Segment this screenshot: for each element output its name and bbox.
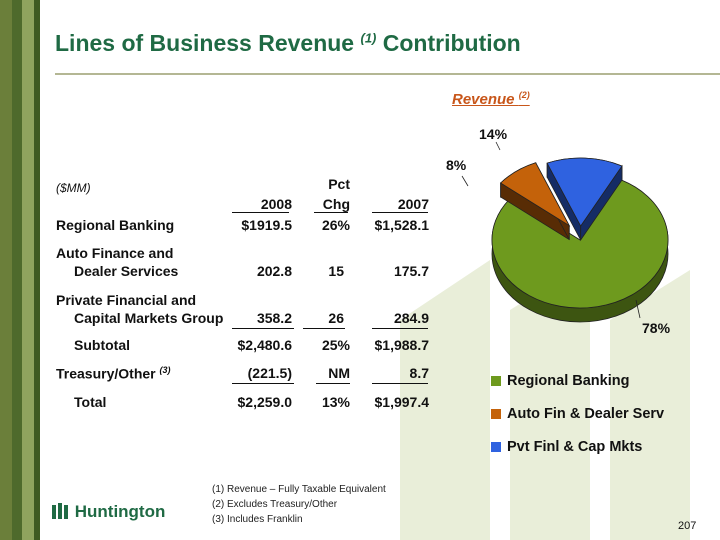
col-header-2008: 2008: [260, 196, 292, 212]
page-number: 207: [678, 520, 697, 532]
company-logo: Huntington: [52, 502, 165, 522]
pie-leader-line: [461, 175, 469, 187]
col-header-chg: Chg: [322, 196, 350, 212]
pie-label-auto: 8%: [446, 157, 467, 173]
decorative-stripe: [12, 0, 22, 540]
chart-heading: Revenue (2): [452, 90, 530, 108]
total-rule: [372, 383, 428, 384]
row-label: Auto Finance and: [56, 245, 174, 261]
pie-slice: [491, 179, 669, 309]
row-label: Treasury/Other (3): [56, 365, 171, 382]
cell-2008: $1919.5: [241, 217, 292, 233]
row-label: Total: [74, 394, 107, 410]
cell-chg: 25%: [321, 337, 350, 353]
cell-2007: 284.9: [393, 310, 429, 326]
pie-leader-line: [635, 299, 641, 319]
pie-leader-line: [495, 141, 501, 151]
pie-slice: [546, 157, 623, 227]
decorative-stripe: [22, 0, 34, 540]
row-label: Private Financial and: [56, 292, 197, 308]
cell-chg: 13%: [321, 394, 350, 410]
watermark-logo: [400, 260, 690, 540]
cell-2007: $1,988.7: [374, 337, 430, 353]
subtotal-rule: [303, 328, 345, 329]
decorative-stripe: [34, 0, 40, 540]
units-label: ($MM): [56, 181, 91, 195]
subtotal-rule: [232, 328, 294, 329]
total-rule: [232, 383, 294, 384]
row-label-line2: Capital Markets Group: [74, 310, 224, 326]
title-divider: [55, 73, 720, 75]
cell-chg: 26%: [321, 217, 350, 233]
page-title: Lines of Business Revenue (1) Contributi…: [55, 30, 521, 56]
pie-label-regional: 78%: [642, 320, 671, 336]
total-rule: [316, 383, 350, 384]
col-header-2007: 2007: [397, 196, 429, 212]
cell-2008: (221.5): [247, 365, 292, 381]
cell-chg: 26: [328, 310, 344, 326]
pie-slice: [499, 162, 571, 227]
cell-2007: $1,528.1: [374, 217, 430, 233]
cell-2008: 358.2: [256, 310, 292, 326]
footnote: (1) Revenue – Fully Taxable Equivalent: [212, 484, 386, 495]
legend-swatch: [491, 442, 501, 453]
legend-item-pvt: Pvt Finl & Cap Mkts: [491, 439, 642, 455]
row-label-line2: Dealer Services: [74, 263, 179, 279]
legend-swatch: [491, 376, 501, 387]
header-underline: [232, 212, 289, 213]
pct-header: Pct: [328, 176, 350, 192]
decorative-stripe: [0, 0, 12, 540]
logo-mark-icon: [52, 503, 68, 519]
cell-chg: 15: [328, 263, 344, 279]
footnote: (3) Includes Franklin: [212, 514, 303, 525]
cell-2007: 175.7: [393, 263, 429, 279]
cell-2008: $2,259.0: [237, 394, 293, 410]
cell-2008: $2,480.6: [237, 337, 293, 353]
cell-2007: $1,997.4: [374, 394, 430, 410]
legend-item-auto: Auto Fin & Dealer Serv: [491, 406, 664, 422]
legend-swatch: [491, 409, 501, 420]
header-underline: [372, 212, 428, 213]
cell-2008: 202.8: [256, 263, 292, 279]
row-label: Regional Banking: [56, 217, 175, 233]
cell-chg: NM: [328, 365, 350, 381]
pie-label-pvt: 14%: [479, 126, 508, 142]
header-underline: [314, 212, 348, 213]
cell-2007: 8.7: [409, 365, 429, 381]
subtotal-rule: [372, 328, 428, 329]
legend-item-regional: Regional Banking: [491, 373, 629, 389]
row-label: Subtotal: [74, 337, 130, 353]
footnote: (2) Excludes Treasury/Other: [212, 499, 338, 510]
